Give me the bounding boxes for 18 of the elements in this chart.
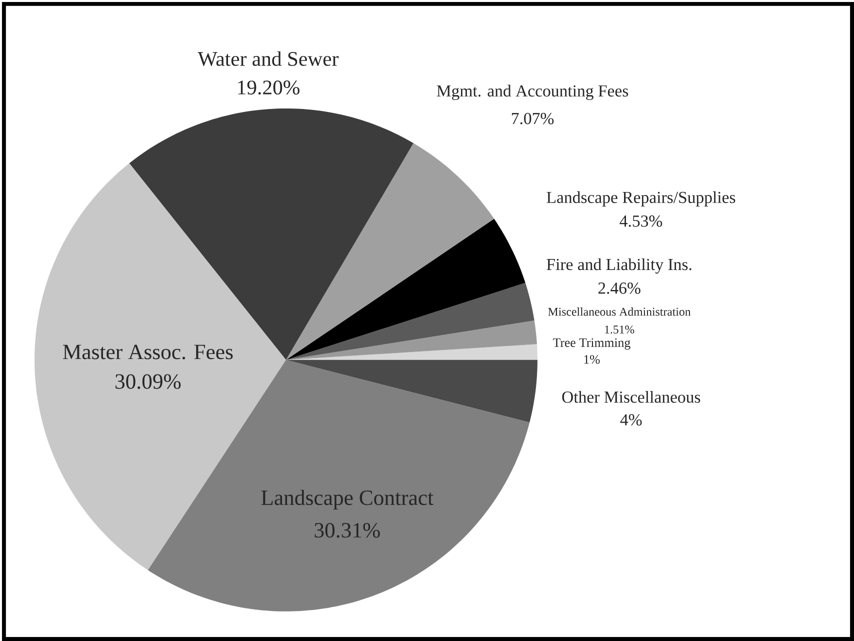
slice-label: Master Assoc. Fees — [63, 344, 233, 360]
data-label: 30.09% — [116, 374, 181, 389]
data-label: 1% — [584, 355, 600, 364]
data-label: 4% — [620, 414, 642, 426]
data-label: 19.20% — [238, 80, 300, 95]
data-label: 4.53% — [620, 215, 662, 227]
slice-label: Mgmt. and Accounting Fees — [436, 84, 628, 100]
slice-label: Water and Sewer — [198, 51, 339, 66]
data-label: 7.07% — [512, 112, 554, 124]
slice-label: Landscape Repairs/Supplies — [546, 191, 736, 206]
data-label: 2.46% — [598, 282, 640, 294]
slice-label: Tree Trimming — [553, 338, 630, 350]
slice-label: Other Miscellaneous — [562, 390, 700, 403]
slice-label: Miscellaneous Administration — [548, 307, 691, 316]
data-label: 30.31% — [314, 522, 380, 538]
slice-label: Fire and Liability Ins. — [546, 258, 692, 274]
slice-label: Landscape Contract — [261, 490, 434, 510]
data-label: 1.51% — [605, 326, 634, 334]
